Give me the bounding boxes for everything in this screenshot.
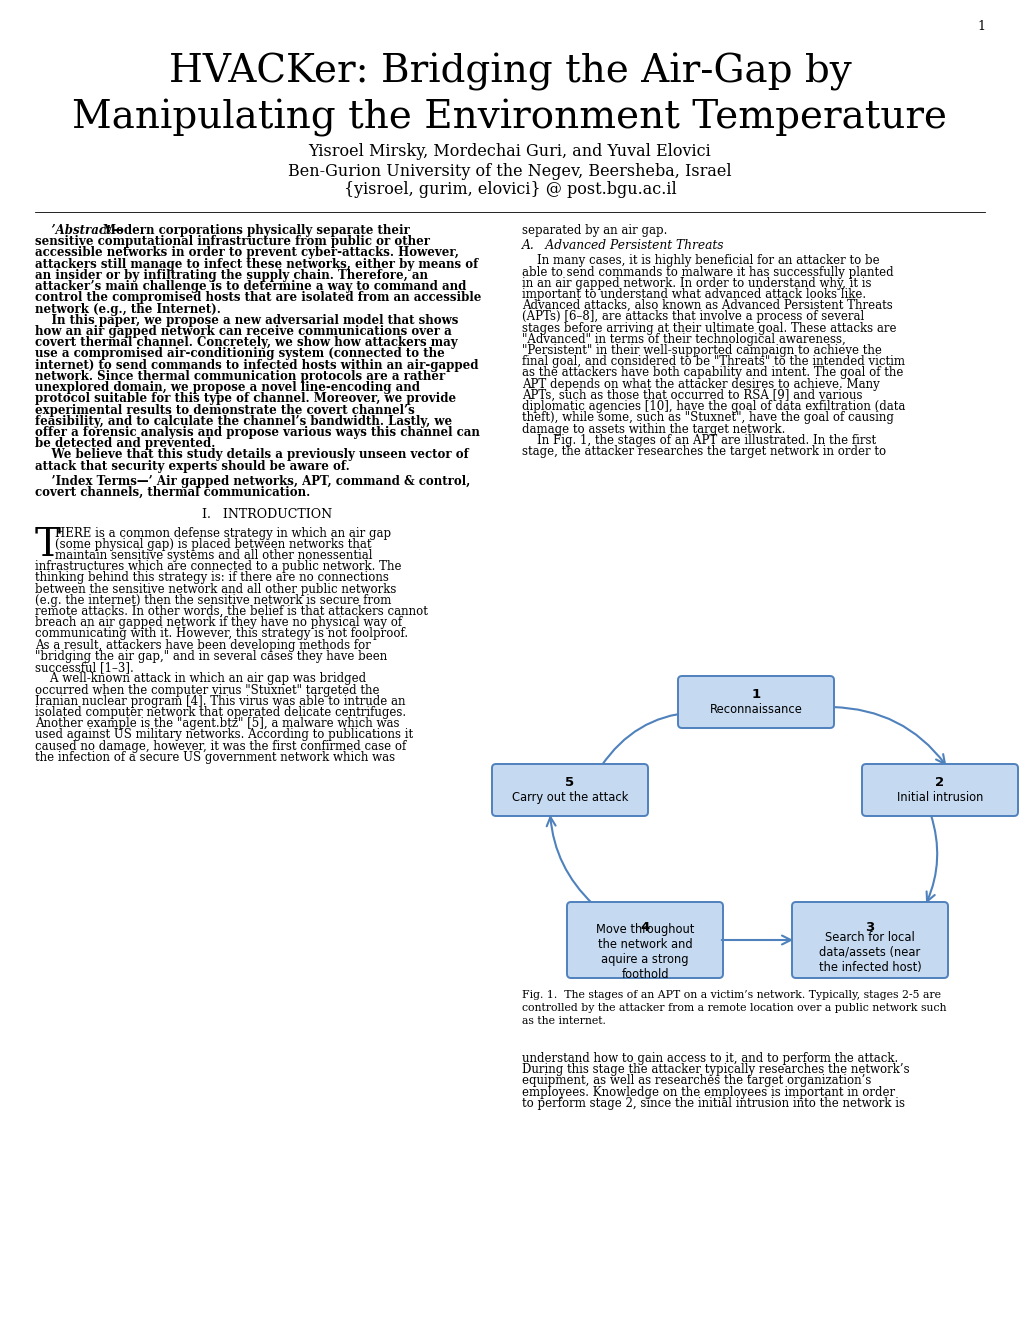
Text: Manipulating the Environment Temperature: Manipulating the Environment Temperature	[72, 99, 947, 137]
FancyArrowPatch shape	[601, 709, 690, 766]
Text: successful [1–3].: successful [1–3].	[35, 661, 133, 675]
Text: APT depends on what the attacker desires to achieve. Many: APT depends on what the attacker desires…	[522, 378, 878, 391]
Text: as the attackers have both capability and intent. The goal of the: as the attackers have both capability an…	[522, 367, 903, 379]
Text: maintain sensitive systems and all other nonessential: maintain sensitive systems and all other…	[55, 549, 372, 562]
Text: During this stage the attacker typically researches the network’s: During this stage the attacker typically…	[522, 1063, 909, 1076]
Text: be detected and prevented.: be detected and prevented.	[35, 437, 215, 450]
Text: network (e.g., the Internet).: network (e.g., the Internet).	[35, 302, 221, 315]
Text: In Fig. 1, the stages of an APT are illustrated. In the first: In Fig. 1, the stages of an APT are illu…	[522, 434, 875, 446]
Text: employees. Knowledge on the employees is important in order: employees. Knowledge on the employees is…	[522, 1085, 895, 1098]
Text: I.   INTRODUCTION: I. INTRODUCTION	[202, 508, 332, 521]
Text: Carry out the attack: Carry out the attack	[512, 792, 628, 804]
Text: (APTs) [6–8], are attacks that involve a process of several: (APTs) [6–8], are attacks that involve a…	[522, 310, 863, 323]
Text: 1: 1	[751, 688, 760, 701]
Text: Fig. 1.  The stages of an APT on a victim’s network. Typically, stages 2-5 are
c: Fig. 1. The stages of an APT on a victim…	[522, 990, 946, 1026]
Text: understand how to gain access to it, and to perform the attack.: understand how to gain access to it, and…	[522, 1052, 898, 1065]
Text: breach an air gapped network if they have no physical way of: breach an air gapped network if they hav…	[35, 616, 401, 630]
Text: Yisroel Mirsky, Mordechai Guri, and Yuval Elovici: Yisroel Mirsky, Mordechai Guri, and Yuva…	[309, 144, 710, 161]
Text: Another example is the "agent.btz" [5], a malware which was: Another example is the "agent.btz" [5], …	[35, 717, 399, 730]
Text: important to understand what advanced attack looks like.: important to understand what advanced at…	[522, 288, 865, 301]
Text: Iranian nuclear program [4]. This virus was able to intrude an: Iranian nuclear program [4]. This virus …	[35, 694, 406, 708]
Text: (some physical gap) is placed between networks that: (some physical gap) is placed between ne…	[55, 537, 371, 550]
Text: sensitive computational infrastructure from public or other: sensitive computational infrastructure f…	[35, 235, 430, 248]
Text: attackers still manage to infect these networks, either by means of: attackers still manage to infect these n…	[35, 257, 478, 271]
Text: 4: 4	[640, 921, 649, 935]
Text: ’Abstract—: ’Abstract—	[35, 224, 123, 238]
Text: how an air gapped network can receive communications over a: how an air gapped network can receive co…	[35, 325, 451, 338]
Text: Initial intrusion: Initial intrusion	[896, 792, 982, 804]
Text: experimental results to demonstrate the covert channel’s: experimental results to demonstrate the …	[35, 404, 415, 417]
FancyArrowPatch shape	[925, 814, 936, 902]
Text: separated by an air gap.: separated by an air gap.	[522, 224, 666, 238]
Text: stages before arriving at their ultimate goal. These attacks are: stages before arriving at their ultimate…	[522, 322, 896, 334]
Text: stage, the attacker researches the target network in order to: stage, the attacker researches the targe…	[522, 445, 886, 458]
Text: caused no damage, however, it was the first confirmed case of: caused no damage, however, it was the fi…	[35, 739, 406, 752]
Text: remote attacks. In other words, the belief is that attackers cannot: remote attacks. In other words, the beli…	[35, 605, 427, 618]
Text: theft), while some, such as "Stuxnet", have the goal of causing: theft), while some, such as "Stuxnet", h…	[522, 412, 893, 424]
Text: ’Index Terms—’ Air gapped networks, APT, command & control,: ’Index Terms—’ Air gapped networks, APT,…	[35, 475, 470, 488]
Text: Reconnaissance: Reconnaissance	[709, 704, 802, 717]
Text: 3: 3	[864, 921, 873, 935]
Text: 5: 5	[565, 776, 574, 788]
Text: covert thermal channel. Concretely, we show how attackers may: covert thermal channel. Concretely, we s…	[35, 337, 458, 350]
Text: Modern corporations physically separate their: Modern corporations physically separate …	[103, 224, 410, 238]
Text: isolated computer network that operated delicate centrifuges.: isolated computer network that operated …	[35, 706, 406, 719]
Text: A.   Advanced Persistent Threats: A. Advanced Persistent Threats	[522, 239, 723, 252]
Text: damage to assets within the target network.: damage to assets within the target netwo…	[522, 422, 785, 436]
Text: feasibility, and to calculate the channel’s bandwidth. Lastly, we: feasibility, and to calculate the channe…	[35, 414, 451, 428]
Text: infrastructures which are connected to a public network. The: infrastructures which are connected to a…	[35, 560, 401, 573]
Text: "Persistent" in their well-supported campaign to achieve the: "Persistent" in their well-supported cam…	[522, 345, 881, 356]
Text: HVACKer: Bridging the Air-Gap by: HVACKer: Bridging the Air-Gap by	[168, 53, 851, 91]
Text: {yisroel, gurim, elovici} @ post.bgu.ac.il: {yisroel, gurim, elovici} @ post.bgu.ac.…	[343, 181, 676, 198]
Text: A well-known attack in which an air gap was bridged: A well-known attack in which an air gap …	[35, 672, 366, 685]
FancyArrowPatch shape	[546, 817, 592, 904]
Text: equipment, as well as researches the target organization’s: equipment, as well as researches the tar…	[522, 1074, 870, 1088]
Text: in an air gapped network. In order to understand why, it is: in an air gapped network. In order to un…	[522, 277, 870, 289]
Text: unexplored domain, we propose a novel line-encoding and: unexplored domain, we propose a novel li…	[35, 381, 420, 395]
Text: T: T	[35, 527, 61, 564]
Text: communicating with it. However, this strategy is not foolproof.: communicating with it. However, this str…	[35, 627, 408, 640]
Text: covert channels, thermal communication.: covert channels, thermal communication.	[35, 486, 310, 499]
Text: APTs, such as those that occurred to RSA [9] and various: APTs, such as those that occurred to RSA…	[522, 389, 862, 401]
FancyArrowPatch shape	[832, 708, 944, 764]
FancyBboxPatch shape	[791, 902, 947, 978]
Text: accessible networks in order to prevent cyber-attacks. However,: accessible networks in order to prevent …	[35, 247, 459, 260]
Text: used against US military networks. According to publications it: used against US military networks. Accor…	[35, 729, 413, 742]
Text: "bridging the air gap," and in several cases they have been: "bridging the air gap," and in several c…	[35, 649, 387, 663]
Text: Move throughout
the network and
aquire a strong
foothold: Move throughout the network and aquire a…	[595, 923, 694, 981]
Text: the infection of a secure US government network which was: the infection of a secure US government …	[35, 751, 394, 764]
Text: final goal, and considered to be "Threats" to the intended victim: final goal, and considered to be "Threat…	[522, 355, 904, 368]
Text: (e.g. the internet) then the sensitive network is secure from: (e.g. the internet) then the sensitive n…	[35, 594, 391, 607]
FancyBboxPatch shape	[678, 676, 834, 729]
FancyBboxPatch shape	[491, 764, 647, 816]
Text: 1: 1	[976, 20, 984, 33]
Text: network. Since thermal communication protocols are a rather: network. Since thermal communication pro…	[35, 370, 445, 383]
Text: attack that security experts should be aware of.: attack that security experts should be a…	[35, 459, 350, 473]
Text: offer a forensic analysis and propose various ways this channel can: offer a forensic analysis and propose va…	[35, 426, 479, 440]
Text: In many cases, it is highly beneficial for an attacker to be: In many cases, it is highly beneficial f…	[522, 255, 878, 267]
Text: Ben-Gurion University of the Negev, Beersheba, Israel: Ben-Gurion University of the Negev, Beer…	[288, 162, 731, 180]
Text: Advanced attacks, also known as Advanced Persistent Threats: Advanced attacks, also known as Advanced…	[522, 300, 892, 312]
Text: We believe that this study details a previously unseen vector of: We believe that this study details a pre…	[35, 449, 469, 462]
Text: to perform stage 2, since the initial intrusion into the network is: to perform stage 2, since the initial in…	[522, 1097, 904, 1110]
Text: attacker’s main challenge is to determine a way to command and: attacker’s main challenge is to determin…	[35, 280, 466, 293]
Text: occurred when the computer virus "Stuxnet" targeted the: occurred when the computer virus "Stuxne…	[35, 684, 379, 697]
Text: an insider or by infiltrating the supply chain. Therefore, an: an insider or by infiltrating the supply…	[35, 269, 428, 282]
Text: In this paper, we propose a new adversarial model that shows: In this paper, we propose a new adversar…	[35, 314, 458, 327]
Text: HERE is a common defense strategy in which an air gap: HERE is a common defense strategy in whi…	[55, 527, 390, 540]
Text: Search for local
data/assets (near
the infected host): Search for local data/assets (near the i…	[818, 931, 920, 974]
Text: able to send commands to malware it has successfully planted: able to send commands to malware it has …	[522, 265, 893, 279]
Text: thinking behind this strategy is: if there are no connections: thinking behind this strategy is: if the…	[35, 572, 388, 585]
Text: As a result, attackers have been developing methods for: As a result, attackers have been develop…	[35, 639, 371, 652]
Text: use a compromised air-conditioning system (connected to the: use a compromised air-conditioning syste…	[35, 347, 444, 360]
Text: diplomatic agencies [10], have the goal of data exfiltration (data: diplomatic agencies [10], have the goal …	[522, 400, 905, 413]
Text: internet) to send commands to infected hosts within an air-gapped: internet) to send commands to infected h…	[35, 359, 478, 372]
Text: between the sensitive network and all other public networks: between the sensitive network and all ot…	[35, 582, 396, 595]
FancyBboxPatch shape	[861, 764, 1017, 816]
Text: 2: 2	[934, 776, 944, 788]
Text: control the compromised hosts that are isolated from an accessible: control the compromised hosts that are i…	[35, 292, 481, 305]
FancyBboxPatch shape	[567, 902, 722, 978]
Text: protocol suitable for this type of channel. Moreover, we provide: protocol suitable for this type of chann…	[35, 392, 455, 405]
Text: "Advanced" in terms of their technological awareness,: "Advanced" in terms of their technologic…	[522, 333, 845, 346]
